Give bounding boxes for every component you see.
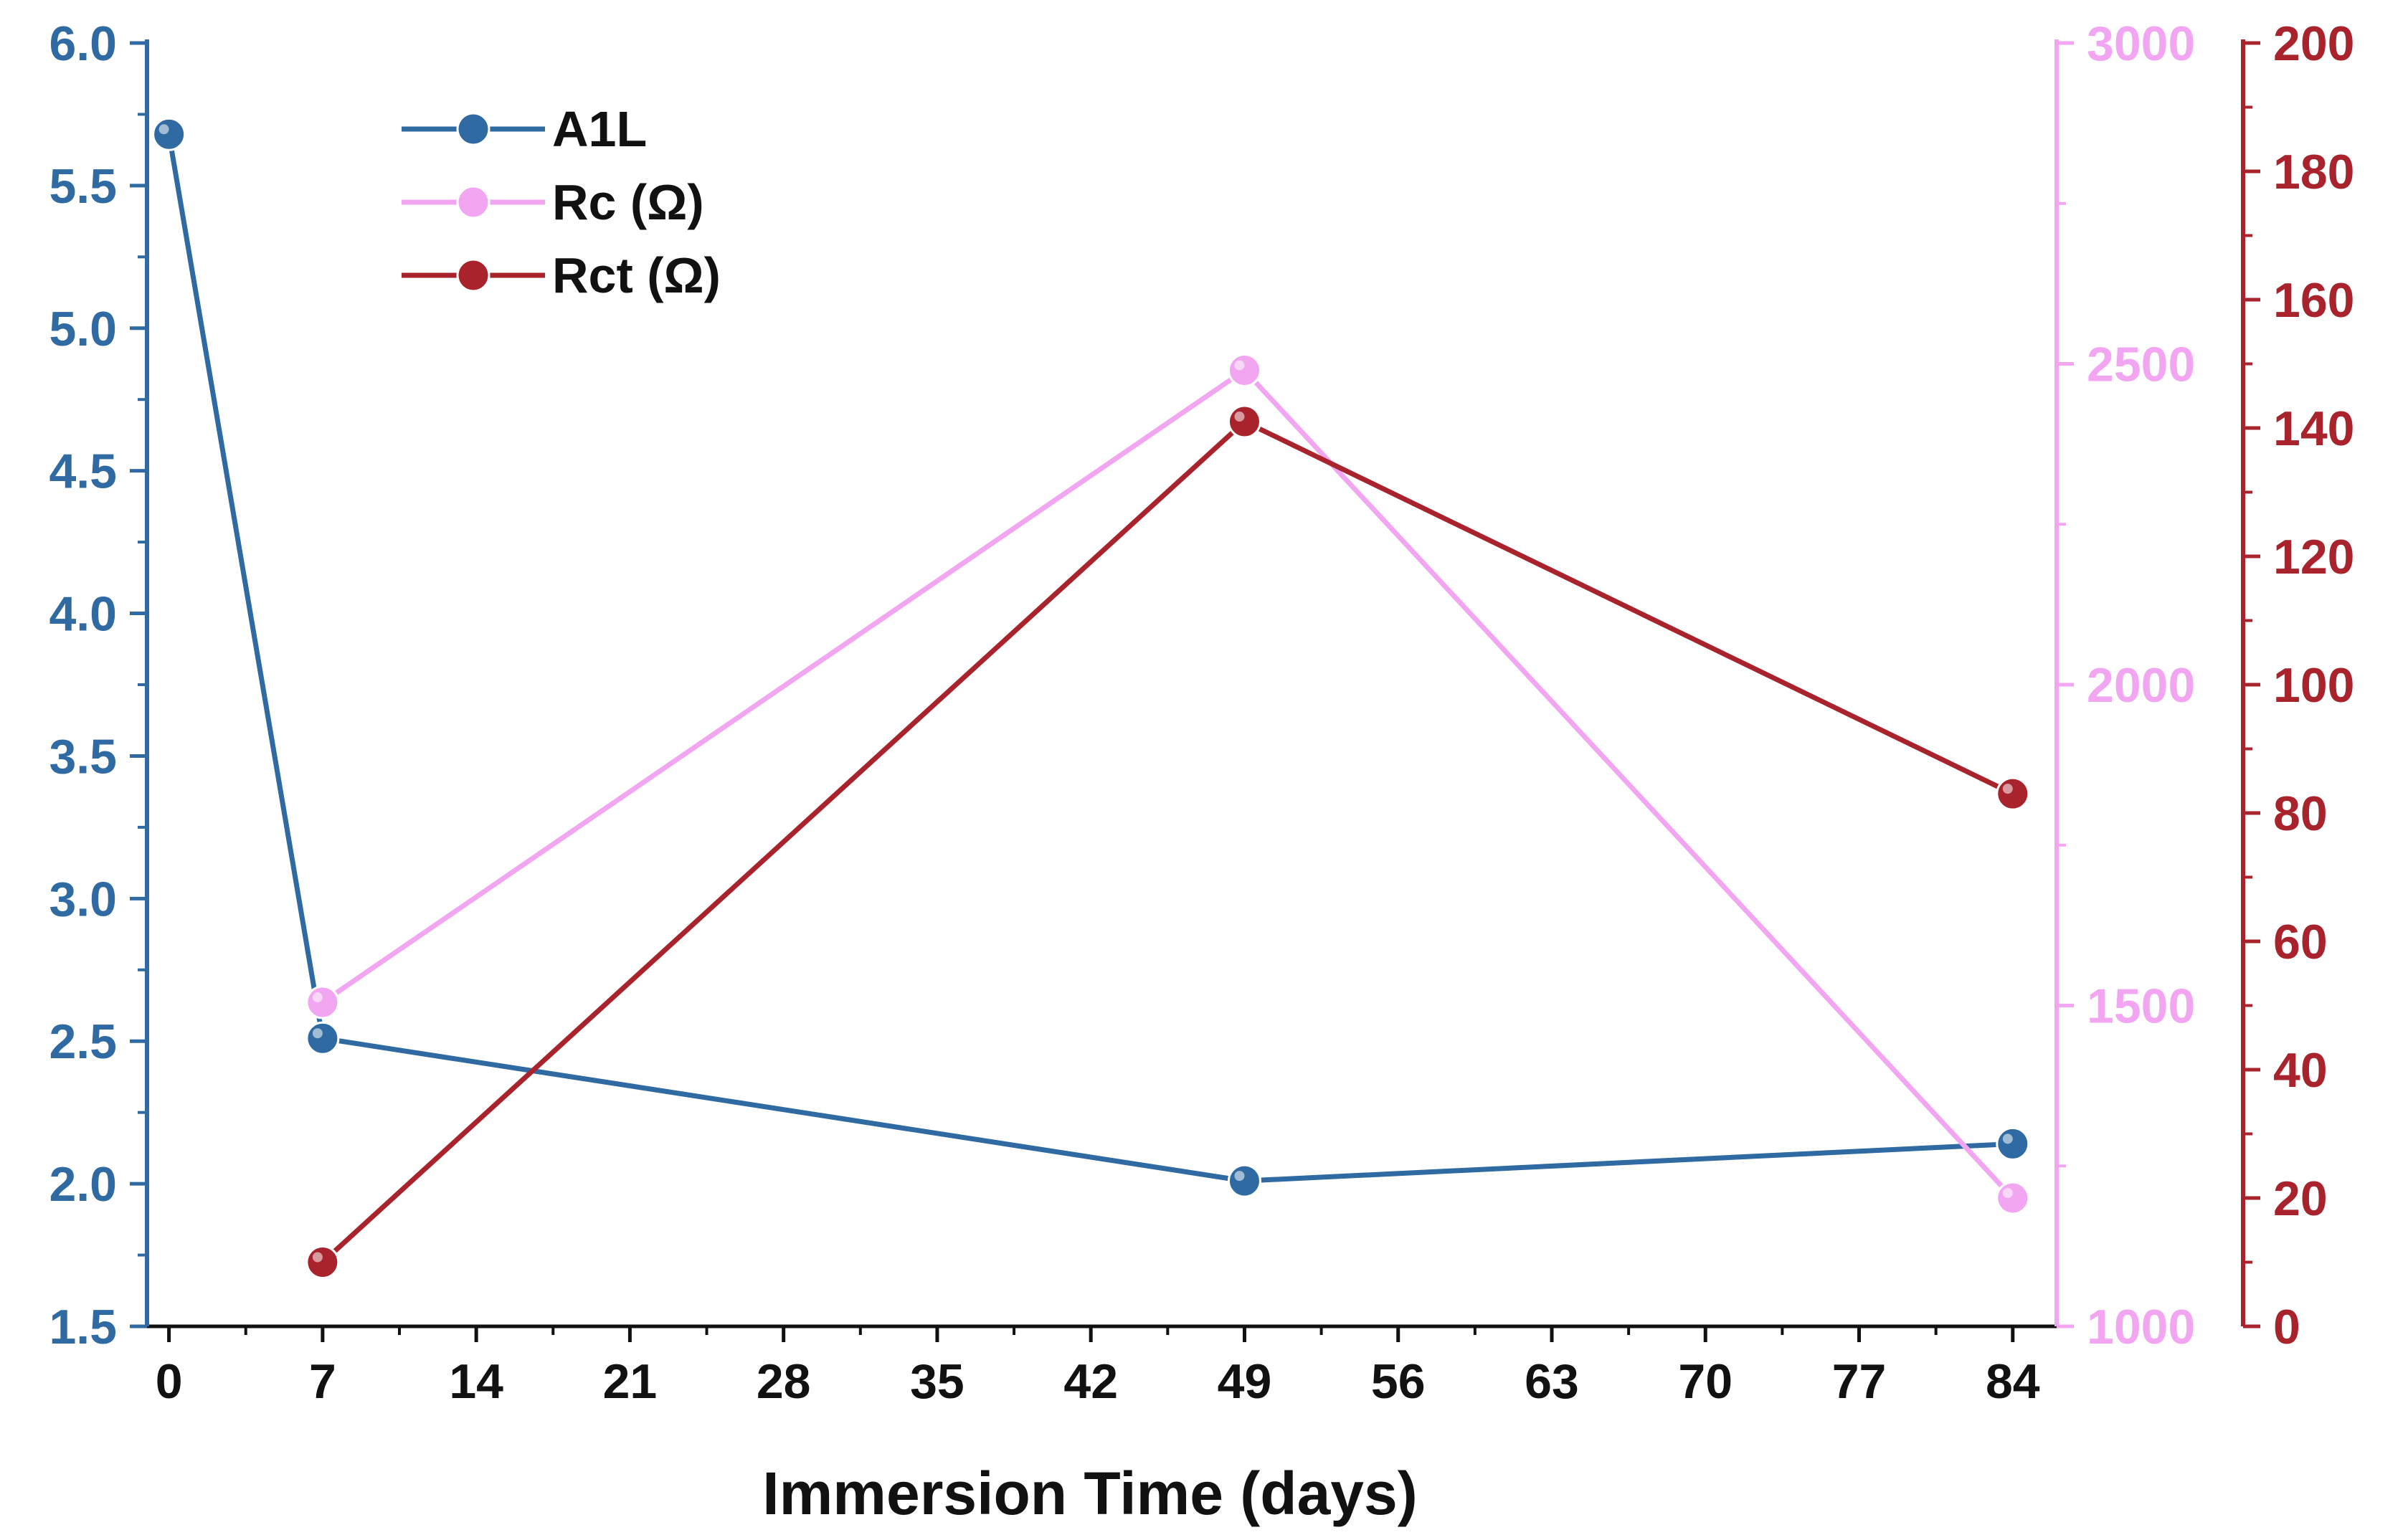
- legend-label: Rct (Ω): [552, 247, 721, 303]
- right2-y-tick-label: 200: [2273, 16, 2354, 71]
- left-y-tick-label: 2.5: [49, 1014, 117, 1069]
- left-y-tick-label: 1.5: [49, 1300, 117, 1354]
- data-point: [305, 1021, 340, 1055]
- right2-y-tick-label: 60: [2273, 915, 2328, 969]
- right2-y-tick-label: 100: [2273, 658, 2354, 713]
- x-tick-label: 0: [156, 1354, 183, 1409]
- data-point-highlight: [312, 1028, 323, 1039]
- x-tick-label: 56: [1371, 1354, 1426, 1409]
- legend-marker: [456, 112, 490, 146]
- series-layer: [152, 117, 2030, 1279]
- x-tick-label: 49: [1218, 1354, 1272, 1409]
- right1-y-tick-label: 1500: [2087, 979, 2195, 1034]
- data-point-highlight: [2002, 1188, 2013, 1198]
- left-y-tick-label: 5.5: [49, 159, 117, 214]
- data-point: [1227, 1164, 1261, 1198]
- x-tick-label: 7: [309, 1354, 336, 1409]
- right2-y-tick-label: 20: [2273, 1171, 2328, 1226]
- series-line-2: [321, 419, 2014, 1265]
- right2-y-tick-label: 140: [2273, 401, 2354, 456]
- data-point-highlight: [2002, 1133, 2013, 1144]
- data-point-highlight: [312, 992, 323, 1003]
- axes-layer: 0 7 14 21 28 35 42 49 56 63 70 77 84 1.5 2.0 2.5 3.0 3.5 4…: [49, 16, 2354, 1409]
- legend-label: A1L: [552, 101, 647, 157]
- left-y-tick-label: 5.0: [49, 302, 117, 356]
- x-tick-label: 42: [1063, 1354, 1118, 1409]
- data-point-highlight: [2002, 784, 2013, 794]
- data-point-highlight: [312, 1252, 323, 1263]
- legend-marker: [456, 185, 490, 219]
- data-point: [1996, 776, 2030, 811]
- data-point: [1996, 1181, 2030, 1215]
- data-point-highlight: [158, 124, 169, 135]
- right2-y-tick-label: 160: [2273, 273, 2354, 328]
- data-point: [1227, 353, 1261, 387]
- x-tick-label: 84: [1986, 1354, 2040, 1409]
- legend: A1L Rc (Ω) Rct (Ω): [402, 101, 721, 303]
- left-y-tick-label: 6.0: [49, 16, 117, 71]
- right1-y-tick-label: 2500: [2087, 338, 2195, 392]
- legend-marker: [456, 258, 490, 293]
- left-y-tick-label: 3.0: [49, 872, 117, 926]
- data-point-highlight: [1234, 1171, 1245, 1182]
- data-point-highlight: [1234, 360, 1245, 371]
- left-y-tick-label: 3.5: [49, 729, 117, 784]
- series-line-0: [166, 133, 2013, 1184]
- x-tick-label: 35: [910, 1354, 964, 1409]
- right1-y-tick-label: 3000: [2087, 16, 2195, 71]
- data-point: [305, 1245, 340, 1279]
- x-tick-label: 70: [1678, 1354, 1733, 1409]
- right1-y-tick-label: 1000: [2087, 1300, 2195, 1354]
- right2-y-tick-label: 120: [2273, 530, 2354, 584]
- right2-y-tick-label: 40: [2273, 1043, 2328, 1098]
- right2-y-tick-label: 180: [2273, 145, 2354, 199]
- right2-y-tick-label: 80: [2273, 786, 2328, 841]
- data-point: [1227, 404, 1261, 439]
- x-tick-label: 77: [1832, 1354, 1887, 1409]
- left-y-tick-label: 2.0: [49, 1157, 117, 1212]
- legend-label: Rc (Ω): [552, 174, 704, 230]
- data-point: [305, 985, 340, 1019]
- data-point: [152, 117, 186, 151]
- left-y-tick-label: 4.0: [49, 587, 117, 642]
- right1-y-tick-label: 2000: [2087, 658, 2195, 713]
- left-y-tick-label: 4.5: [49, 445, 117, 499]
- data-point: [1996, 1126, 2030, 1161]
- x-tick-label: 14: [449, 1354, 503, 1409]
- x-tick-label: 63: [1525, 1354, 1579, 1409]
- x-axis-title: Immersion Time (days): [762, 1460, 1417, 1527]
- data-point-highlight: [1234, 412, 1245, 422]
- x-tick-label: 28: [757, 1354, 811, 1409]
- x-tick-label: 21: [603, 1354, 658, 1409]
- right2-y-tick-label: 0: [2273, 1300, 2300, 1354]
